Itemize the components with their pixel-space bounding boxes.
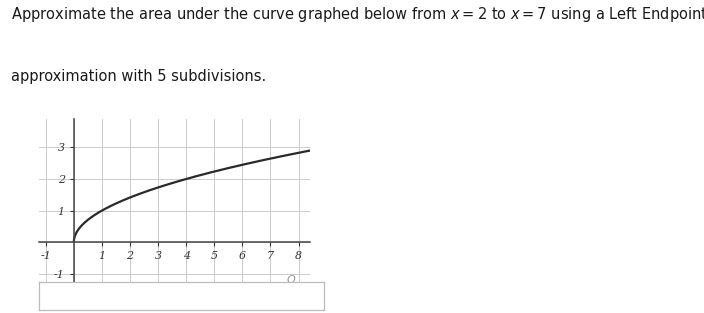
Text: Approximate the area under the curve graphed below from $x = 2$ to $x = 7$ using: Approximate the area under the curve gra… (11, 5, 704, 24)
Text: Q: Q (287, 275, 296, 285)
Text: approximation with 5 subdivisions.: approximation with 5 subdivisions. (11, 69, 266, 84)
